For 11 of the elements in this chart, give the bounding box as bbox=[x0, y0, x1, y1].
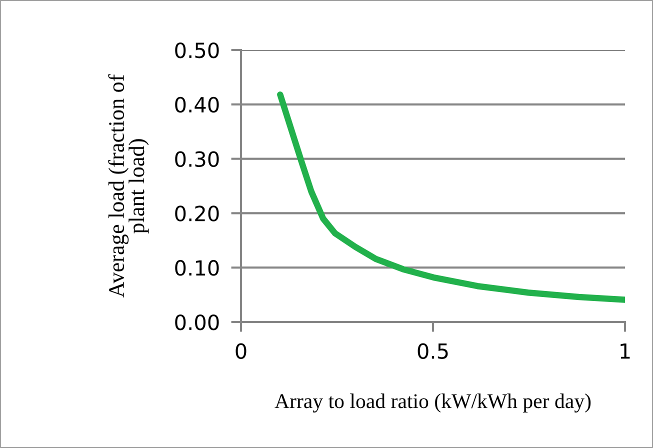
x-tick-label: 1 bbox=[620, 343, 630, 359]
y-tick-label: 0.20 bbox=[175, 206, 219, 222]
y-tick-label: 0.30 bbox=[175, 151, 219, 168]
x-tick-label: 0 bbox=[236, 343, 246, 359]
y-axis-title: Average load (fraction of plant load) bbox=[108, 74, 149, 298]
x-tick-label: 0.5 bbox=[418, 343, 448, 359]
y-tick-label: 0.50 bbox=[175, 42, 219, 58]
y-tick-label: 0.10 bbox=[175, 260, 219, 276]
x-axis-title: Array to load ratio (kW/kWh per day) bbox=[274, 394, 591, 413]
y-tick-label: 0.00 bbox=[175, 314, 219, 330]
y-tick-label: 0.40 bbox=[175, 96, 219, 113]
